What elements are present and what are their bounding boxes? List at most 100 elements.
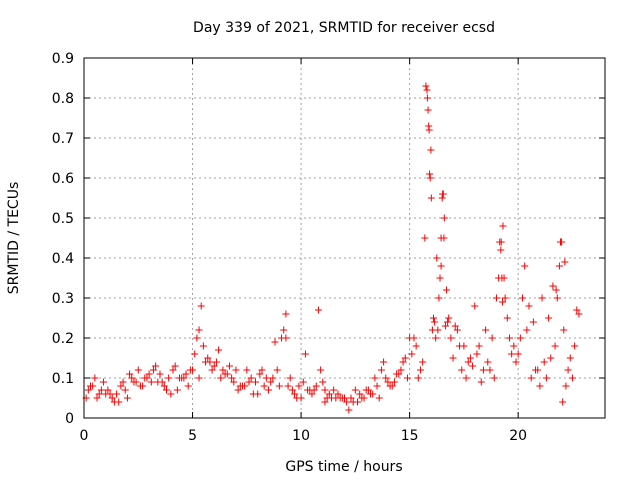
x-axis-label: GPS time / hours (285, 459, 402, 475)
data-point (555, 262, 563, 270)
data-point (437, 262, 445, 270)
data-point (439, 190, 447, 198)
data-point (123, 394, 131, 402)
data-point (106, 390, 114, 398)
data-point (282, 310, 290, 318)
data-point (426, 170, 434, 178)
data-point (206, 358, 214, 366)
axis-ticks: 0 5 10 15 20 0 0.1 0.2 0.3 0.4 0.5 0.6 0.7 0.8 0.9 (52, 51, 605, 444)
data-point (362, 386, 370, 394)
data-point (212, 358, 220, 366)
data-point (568, 374, 576, 382)
data-point (510, 342, 518, 350)
data-point (258, 366, 266, 374)
data-point (471, 302, 479, 310)
data-point (375, 394, 383, 402)
data-point (527, 374, 535, 382)
data-point (93, 394, 101, 402)
data-point (523, 326, 531, 334)
data-point (540, 358, 548, 366)
data-point (156, 370, 164, 378)
data-point (390, 378, 398, 386)
data-point (89, 382, 97, 390)
data-point (505, 334, 513, 342)
y-axis-label: SRMTID / TECUs (6, 182, 22, 295)
data-point (519, 294, 527, 302)
data-point (275, 382, 283, 390)
data-point (169, 366, 177, 374)
data-point (217, 374, 225, 382)
data-point (167, 390, 175, 398)
data-point (91, 374, 99, 382)
data-point (121, 386, 129, 394)
data-point (371, 374, 379, 382)
data-point (449, 354, 457, 362)
y-tick-label: 0 (65, 411, 74, 427)
data-point (430, 314, 438, 322)
data-point (445, 314, 453, 322)
data-point (152, 362, 160, 370)
data-point (380, 358, 388, 366)
data-point (512, 358, 520, 366)
data-point (195, 374, 203, 382)
y-tick-label: 0.5 (52, 211, 74, 227)
y-tick-label: 0.6 (52, 171, 74, 187)
data-point (432, 334, 440, 342)
data-point (354, 398, 362, 406)
data-point (423, 86, 431, 94)
data-point (230, 378, 238, 386)
data-point (145, 370, 153, 378)
data-point (393, 370, 401, 378)
data-point (134, 366, 142, 374)
data-point (441, 322, 449, 330)
data-point (566, 354, 574, 362)
data-point (293, 394, 301, 402)
data-point (97, 386, 105, 394)
data-point (575, 310, 583, 318)
data-point (256, 370, 264, 378)
data-point (260, 382, 268, 390)
x-tick-label: 20 (509, 428, 527, 444)
data-point (382, 374, 390, 382)
data-point (193, 334, 201, 342)
data-point (453, 326, 461, 334)
data-point (484, 358, 492, 366)
data-point (271, 338, 279, 346)
data-point (466, 354, 474, 362)
data-point (492, 294, 500, 302)
data-point (160, 382, 168, 390)
data-point (427, 194, 435, 202)
x-tick-label: 10 (292, 428, 310, 444)
data-point (228, 374, 236, 382)
data-point (538, 294, 546, 302)
data-point (482, 326, 490, 334)
data-point (84, 386, 92, 394)
data-point (444, 318, 452, 326)
data-point (265, 386, 273, 394)
y-tick-label: 0.8 (52, 91, 74, 107)
data-point (447, 334, 455, 342)
data-point (571, 342, 579, 350)
data-point (95, 390, 103, 398)
data-point (312, 382, 320, 390)
data-point (479, 366, 487, 374)
data-point (267, 378, 275, 386)
data-point (269, 374, 277, 382)
data-point (295, 382, 303, 390)
data-point (416, 366, 424, 374)
data-point (165, 374, 173, 382)
data-point (573, 306, 581, 314)
data-point (560, 326, 568, 334)
data-point (451, 322, 459, 330)
data-point (115, 398, 123, 406)
data-point (508, 350, 516, 358)
data-point (377, 366, 385, 374)
grid (84, 58, 605, 418)
data-point (182, 370, 190, 378)
x-tick-label: 5 (188, 428, 197, 444)
data-point (521, 262, 529, 270)
data-point (241, 382, 249, 390)
data-point (488, 334, 496, 342)
data-point (243, 366, 251, 374)
